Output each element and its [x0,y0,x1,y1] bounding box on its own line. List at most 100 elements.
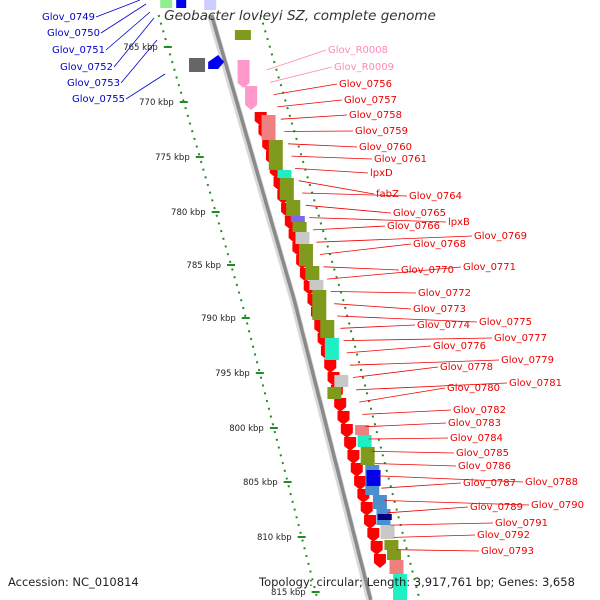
leader-line [352,366,439,378]
cds-arrow [237,60,250,88]
kbp-tick-marks: 765 kbp 770 kbp 775 kbp 780 kbp 785 kbp 790 k… [123,43,320,598]
leader-line [368,437,449,440]
cog-block [386,550,401,560]
cog-block [384,540,399,550]
kbp-label: 805 kbp [243,478,278,488]
cds-arrow [367,528,380,542]
cog-block [357,435,372,447]
cog-block [389,560,404,574]
kbp-label: 785 kbp [186,261,221,271]
leader-lines [95,0,530,552]
gene-label-glov_0757: Glov_0757 [344,95,397,106]
gene-label-glov_0777: Glov_0777 [494,333,547,344]
cog-block [355,425,370,435]
kbp-label: 765 kbp [123,43,158,53]
cog-block [309,280,324,290]
cog-block [268,140,283,170]
gene-label-glov_0791: Glov_0791 [495,518,548,529]
leader-line [277,99,343,108]
gene-label-glov_0770: Glov_0770 [401,265,454,276]
kbp-label: 800 kbp [229,424,264,434]
leader-line [356,382,508,391]
cog-block [334,375,349,387]
gene-label-glov_0782: Glov_0782 [453,405,506,416]
cds-arrow [334,398,347,412]
leader-line [384,500,530,506]
leader-line [305,204,392,214]
genome-title: Geobacter lovleyi SZ, complete genome [164,8,436,24]
leader-line [105,11,151,51]
gene-labels: Glov_0749 Glov_0750 Glov_0751 Glov_0752 Glov… [42,12,584,557]
leader-line [266,49,327,71]
cds-arrow [160,0,173,8]
cog-block [393,574,408,600]
leader-line [100,3,147,34]
cog-block [312,290,327,320]
gene-label-glov_0783: Glov_0783 [448,418,501,429]
gene-label-glov_0774: Glov_0774 [417,320,470,331]
leader-line [359,387,446,403]
cds-arrow [176,0,187,8]
leader-line [390,522,494,526]
cds-arrow [360,502,373,516]
gene-label-glov_0766: Glov_0766 [387,221,440,232]
leader-line [337,315,478,323]
leader-line [371,450,455,454]
kbp-label: 815 kbp [271,588,306,598]
leader-line [269,66,333,83]
cds-arrow [245,86,258,110]
gene-label-glov_0765: Glov_0765 [393,208,446,219]
leader-line [319,243,412,255]
gene-label-glov_0789: Glov_0789 [470,502,523,513]
genome-backbone [207,14,374,600]
kbp-label: 780 kbp [171,208,206,218]
leader-line [327,266,462,280]
gene-label-glov_0786: Glov_0786 [458,461,511,472]
leader-line [387,506,469,514]
cog-block [290,216,305,222]
gene-label-glov_0781: Glov_0781 [509,378,562,389]
green-dotted-guide [259,14,421,600]
gene-label-glov_0753: Glov_0753 [67,78,120,89]
leader-line [113,17,155,68]
kbp-label: 795 kbp [215,369,250,379]
leader-line [396,549,480,552]
cog-block [372,495,387,509]
leader-line [381,482,462,489]
leader-line [334,303,412,310]
accession-text: Accession: NC_010814 [8,575,139,589]
gene-label-glov_0792: Glov_0792 [477,530,530,541]
gene-label-lpxb: lpxB [448,217,470,228]
leader-line [349,359,500,366]
gene-label-glov_0750: Glov_0750 [47,28,100,39]
gene-label-glov_0776: Glov_0776 [433,341,486,352]
gene-label-glov_0749: Glov_0749 [42,12,95,23]
gene-label-glov_0772: Glov_0772 [418,288,471,299]
gene-label-glov_0761: Glov_0761 [374,154,427,165]
leader-line [95,0,141,18]
leader-line [302,192,408,197]
cds-arrow [337,411,350,425]
cds-arrow [324,359,337,373]
cog-block [377,514,392,520]
cds-arrow [189,58,206,72]
cds-arrow [350,463,363,477]
leader-line [284,130,354,132]
gene-label-glov_0790: Glov_0790 [531,500,584,511]
gene-label-glov_0788: Glov_0788 [525,477,578,488]
leader-line [291,155,373,160]
leader-line [330,291,417,294]
leader-line [120,39,158,84]
leader-line [298,180,375,195]
cog-block [298,244,313,266]
gene-label-glov_0756: Glov_0756 [339,79,392,90]
leader-line [316,235,473,243]
leader-line [393,534,476,538]
cog-block [286,200,301,216]
backbone-line [209,14,373,600]
left-dotted-line [157,14,319,600]
leader-line [273,83,338,95]
gene-label-glov_r0009: Glov_R0009 [334,62,394,73]
cds-arrow [344,437,357,451]
leader-line [346,345,432,354]
